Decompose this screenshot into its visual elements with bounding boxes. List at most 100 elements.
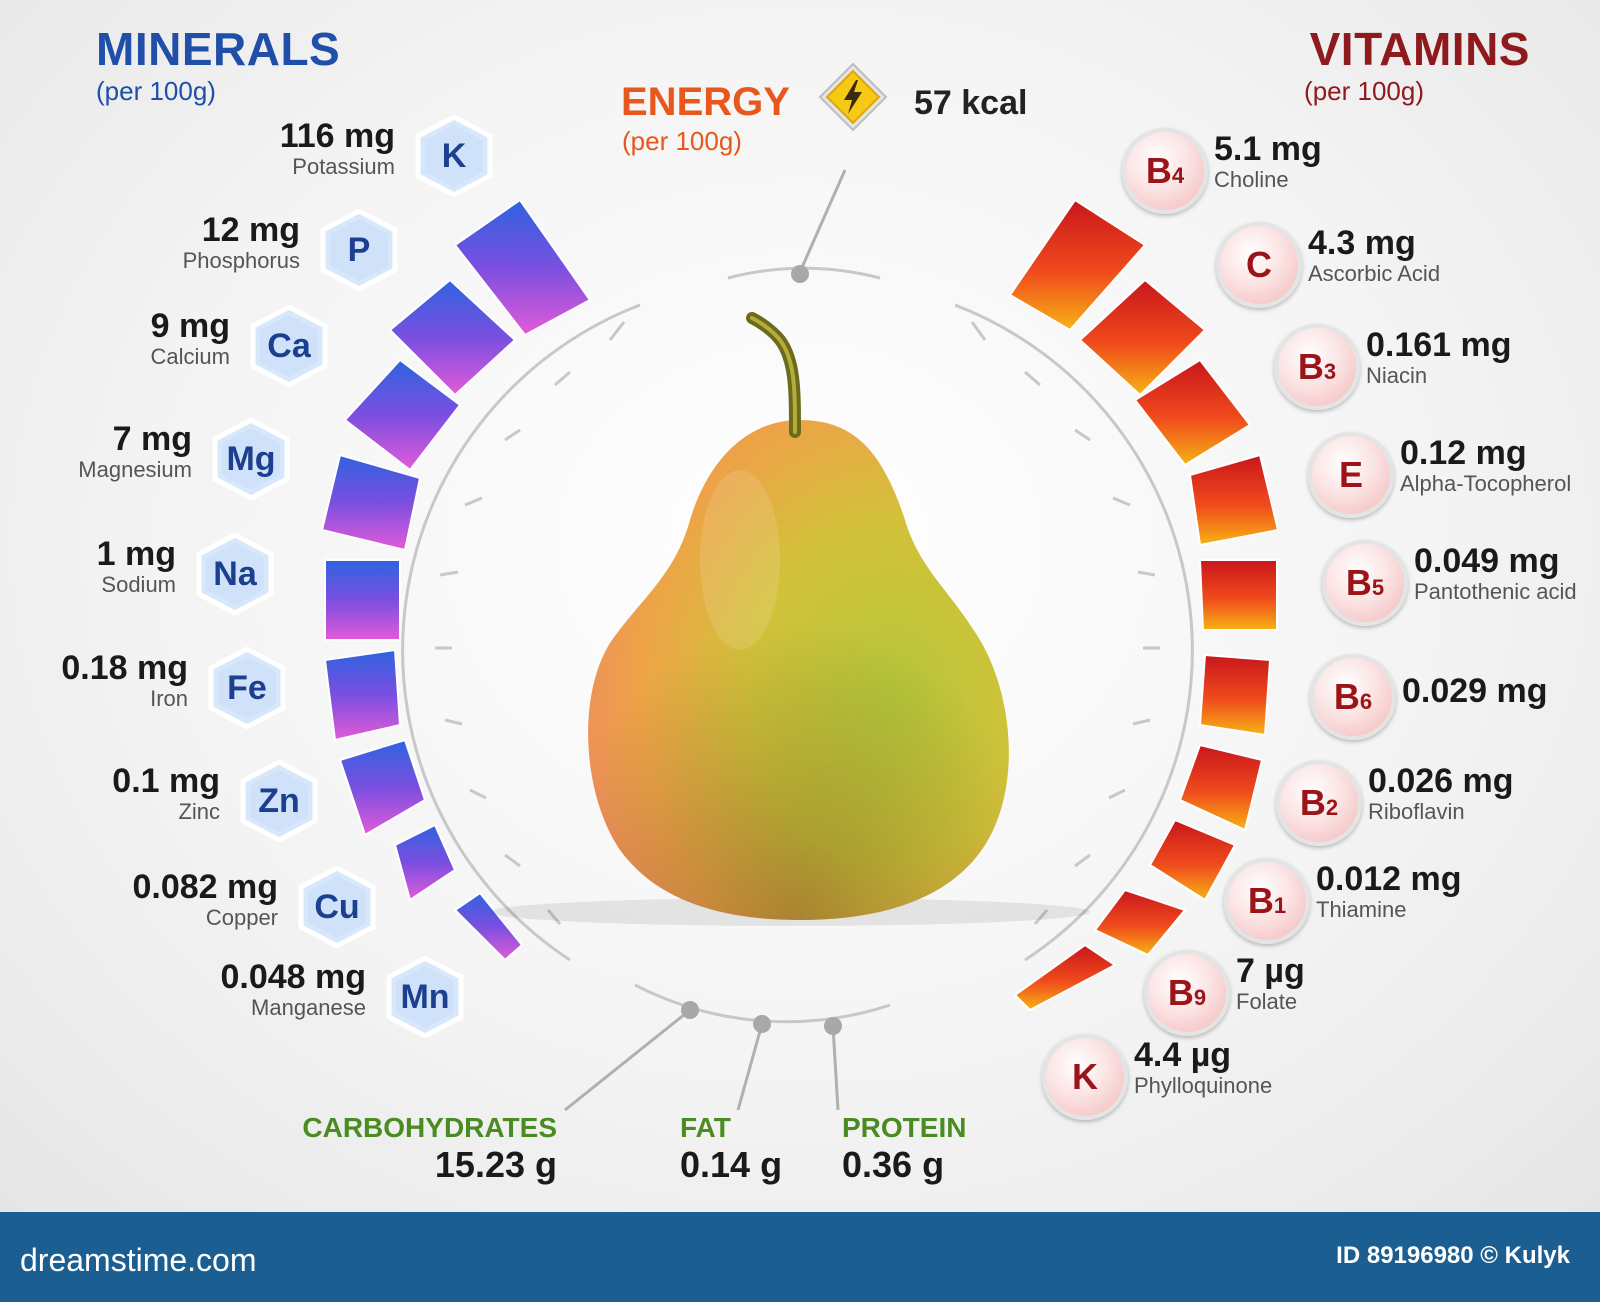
macro-protein: PROTEIN 0.36 g bbox=[842, 1112, 966, 1186]
vitamin-badge: B9 bbox=[1144, 950, 1230, 1036]
vitamin-amount: 4.3 mg bbox=[1308, 224, 1416, 262]
mineral-item-potassium: 116 mg Potassium K bbox=[190, 115, 495, 197]
hexagon-icon bbox=[415, 115, 493, 197]
vitamin-letter: B bbox=[1247, 880, 1274, 921]
vitamin-subscript: 6 bbox=[1359, 689, 1373, 714]
mineral-amount: 0.048 mg bbox=[220, 958, 366, 996]
vitamin-name: Riboflavin bbox=[1368, 799, 1465, 824]
macro-carbohydrates: CARBOHYDRATES 15.23 g bbox=[300, 1112, 557, 1186]
vitamin-name: Niacin bbox=[1366, 363, 1428, 388]
footer-bar: dreamstime.com ID 89196980 © Kulyk bbox=[0, 1212, 1600, 1302]
mineral-symbol: Ca bbox=[267, 327, 311, 365]
mineral-symbol: Na bbox=[213, 555, 257, 593]
energy-title: ENERGY bbox=[621, 80, 790, 124]
vitamin-amount: 0.161 mg bbox=[1366, 326, 1512, 364]
vitamin-badge: B3 bbox=[1274, 324, 1360, 410]
mineral-item-iron: 0.18 mg Iron Fe bbox=[40, 647, 288, 729]
vitamin-letter: B bbox=[1145, 150, 1172, 191]
vitamin-name: Phylloquinone bbox=[1134, 1073, 1273, 1098]
lightning-icon bbox=[818, 62, 888, 132]
mineral-item-zinc: 0.1 mg Zinc Zn bbox=[80, 760, 320, 842]
energy-subtitle: (per 100g) bbox=[622, 126, 742, 156]
vitamin-letter: B bbox=[1297, 346, 1324, 387]
mineral-amount: 7 mg bbox=[112, 420, 192, 458]
mineral-symbol: P bbox=[347, 231, 371, 269]
mineral-amount: 0.18 mg bbox=[61, 649, 188, 687]
vitamin-letter: C bbox=[1246, 244, 1272, 285]
mineral-amount: 9 mg bbox=[150, 307, 230, 345]
vitamin-letter: B bbox=[1299, 782, 1326, 823]
vitamin-amount: 0.026 mg bbox=[1368, 762, 1514, 800]
vitamin-letter: B bbox=[1167, 972, 1194, 1013]
macro-label: CARBOHYDRATES bbox=[302, 1112, 557, 1143]
mineral-name: Iron bbox=[150, 686, 188, 711]
hexagon-icon bbox=[196, 533, 274, 615]
vitamin-amount: 0.12 mg bbox=[1400, 434, 1527, 472]
mineral-item-manganese: 0.048 mg Manganese Mn bbox=[180, 956, 466, 1038]
minerals-subtitle: (per 100g) bbox=[96, 76, 216, 106]
mineral-name: Potassium bbox=[292, 154, 395, 179]
vitamin-subscript: 2 bbox=[1325, 795, 1339, 820]
footer-image-id: ID 89196980 © Kulyk bbox=[1336, 1242, 1570, 1269]
vitamin-amount: 4.4 µg bbox=[1134, 1036, 1232, 1074]
vitamin-subscript: 9 bbox=[1193, 985, 1207, 1010]
mineral-name: Zinc bbox=[178, 799, 220, 824]
vitamin-name: Choline bbox=[1214, 167, 1289, 192]
vitamin-name: Thiamine bbox=[1316, 897, 1407, 922]
footer-logo[interactable]: dreamstime.com bbox=[20, 1242, 257, 1278]
minerals-title: MINERALS bbox=[96, 23, 341, 75]
mineral-name: Magnesium bbox=[78, 457, 192, 482]
macro-label: PROTEIN bbox=[842, 1112, 967, 1143]
mineral-name: Copper bbox=[205, 905, 278, 930]
vitamin-subscript: 3 bbox=[1323, 359, 1337, 384]
macro-value: 0.14 g bbox=[680, 1144, 783, 1185]
vitamin-name: Alpha-Tocopherol bbox=[1400, 471, 1572, 496]
mineral-symbol: Fe bbox=[227, 669, 267, 707]
hexagon-icon bbox=[320, 209, 398, 291]
mineral-amount: 12 mg bbox=[201, 211, 300, 249]
vitamin-letter: B bbox=[1345, 562, 1372, 603]
mineral-name: Manganese bbox=[251, 995, 366, 1020]
mineral-name: Calcium bbox=[150, 344, 230, 369]
vitamin-name: Ascorbic Acid bbox=[1308, 261, 1441, 286]
mineral-amount: 1 mg bbox=[96, 535, 176, 573]
vitamin-badge: B5 bbox=[1322, 540, 1408, 626]
mineral-amount: 0.082 mg bbox=[132, 868, 278, 906]
vitamin-amount: 0.049 mg bbox=[1414, 542, 1560, 580]
vitamin-amount: 7 µg bbox=[1236, 952, 1305, 990]
macro-value: 0.36 g bbox=[842, 1144, 945, 1185]
mineral-symbol: K bbox=[441, 137, 467, 175]
vitamin-badge: B4 bbox=[1122, 128, 1208, 214]
vitamin-badge: K bbox=[1042, 1034, 1128, 1120]
mineral-name: Phosphorus bbox=[182, 248, 300, 273]
vitamin-subscript: 4 bbox=[1171, 163, 1185, 188]
mineral-item-copper: 0.082 mg Copper Cu bbox=[100, 866, 378, 948]
vitamin-amount: 5.1 mg bbox=[1214, 130, 1322, 168]
vitamin-badge: B2 bbox=[1276, 760, 1362, 846]
macro-value: 15.23 g bbox=[434, 1144, 557, 1185]
energy-value: 57 kcal bbox=[914, 84, 1028, 122]
mineral-symbol: Zn bbox=[258, 782, 300, 820]
mineral-amount: 116 mg bbox=[279, 117, 395, 155]
macro-fat: FAT 0.14 g bbox=[680, 1112, 782, 1186]
mineral-amount: 0.1 mg bbox=[112, 762, 220, 800]
vitamin-subscript: 1 bbox=[1273, 893, 1287, 918]
vitamin-name: Folate bbox=[1236, 989, 1298, 1014]
mineral-symbol: Mn bbox=[400, 978, 450, 1016]
vitamins-title: VITAMINS bbox=[1309, 23, 1530, 75]
vitamin-letter: K bbox=[1072, 1056, 1098, 1097]
mineral-symbol: Cu bbox=[314, 888, 360, 926]
hexagon-icon bbox=[250, 305, 328, 387]
vitamin-badge: B6 bbox=[1310, 654, 1396, 740]
vitamin-subscript: 5 bbox=[1371, 575, 1385, 600]
hexagon-icon bbox=[386, 956, 464, 1038]
vitamin-letter: E bbox=[1338, 454, 1363, 495]
vitamin-badge: B1 bbox=[1224, 858, 1310, 944]
vitamin-badge: C bbox=[1216, 222, 1302, 308]
vitamin-name: Pantothenic acid bbox=[1414, 579, 1577, 604]
vitamin-amount: 0.029 mg bbox=[1402, 672, 1548, 710]
hexagon-icon bbox=[212, 418, 290, 500]
hexagon-icon bbox=[208, 647, 286, 729]
mineral-item-phosphorus: 12 mg Phosphorus P bbox=[110, 209, 400, 291]
hexagon-icon bbox=[298, 866, 376, 948]
